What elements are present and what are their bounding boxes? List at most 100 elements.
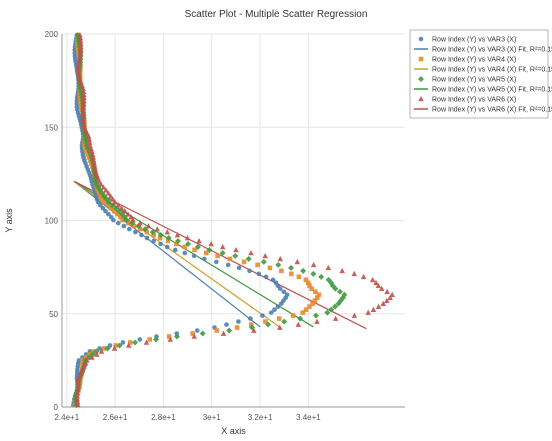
scatter-point: [262, 252, 268, 259]
scatter-point: [125, 220, 131, 226]
scatter-point: [95, 175, 101, 181]
scatter-point: [83, 127, 89, 133]
scatter-point: [175, 238, 181, 245]
scatter-point: [182, 244, 187, 250]
scatter-point: [194, 328, 200, 333]
scatter-point: [98, 193, 103, 199]
scatter-point: [75, 384, 82, 390]
scatter-point: [276, 316, 282, 321]
scatter-point: [208, 241, 214, 247]
scatter-point: [272, 307, 277, 312]
scatter-point: [339, 267, 345, 274]
scatter-point: [360, 273, 367, 280]
scatter-point: [351, 270, 358, 277]
scatter-point: [78, 47, 84, 53]
legend-entry-label: Row Index (Y) vs VAR6 (X): [432, 97, 516, 104]
scatter-point: [105, 202, 110, 208]
legend-entry-label: Row Index (Y) vs VAR4 (X) Fit, R²=0.15: [432, 67, 552, 74]
scatter-point: [310, 301, 315, 306]
y-axis-title: Y axis: [4, 208, 14, 233]
scatter-point: [312, 312, 319, 319]
scatter-point: [337, 297, 344, 304]
scatter-point: [387, 294, 393, 301]
scatter-point: [121, 214, 128, 221]
scatter-point: [107, 193, 114, 199]
scatter-point: [157, 232, 164, 239]
scatter-point: [151, 238, 156, 244]
scatter-point: [81, 94, 87, 101]
scatter-point: [76, 58, 82, 65]
scatter-point: [284, 292, 290, 298]
scatter-point: [115, 211, 120, 217]
scatter-point: [76, 41, 83, 48]
scatter-point: [248, 249, 254, 256]
scatter-point: [303, 307, 309, 312]
y-tick-label: 150: [45, 123, 59, 132]
scatter-point: [151, 232, 156, 238]
scatter-point: [260, 258, 267, 265]
scatter-point: [97, 187, 104, 194]
legend-entry-label: Row Index (Y) vs VAR3 (X) Fit, R²=0.15: [432, 47, 552, 54]
scatter-point: [88, 145, 94, 151]
scatter-point: [128, 214, 134, 220]
scatter-point: [236, 265, 242, 271]
scatter-point: [80, 100, 87, 107]
scatter-point: [373, 279, 379, 286]
scatter-point: [294, 258, 301, 265]
scatter-point: [251, 327, 257, 333]
scatter-point: [75, 387, 81, 393]
scatter-point: [74, 396, 81, 402]
scatter-point: [120, 340, 126, 345]
scatter-point: [101, 346, 107, 351]
scatter-point: [310, 270, 317, 277]
scatter-point: [91, 160, 97, 166]
scatter-point: [80, 103, 86, 110]
x-tick-label: 2.4e+1: [54, 413, 79, 422]
scatter-point: [81, 363, 87, 369]
scatter-point: [389, 291, 395, 298]
scatter-point: [370, 306, 377, 312]
scatter-point: [277, 324, 283, 330]
x-tick-label: 2.6e+1: [103, 413, 128, 422]
scatter-point: [80, 88, 87, 95]
scatter-point: [76, 56, 83, 62]
scatter-point: [92, 178, 99, 185]
scatter-point: [224, 322, 229, 327]
scatter-point: [296, 274, 302, 280]
scatter-point: [76, 372, 83, 378]
scatter-point: [75, 67, 81, 74]
y-tick-label: 0: [54, 403, 59, 412]
y-tick-label: 50: [49, 310, 58, 319]
y-tick-label: 100: [45, 217, 59, 226]
scatter-point: [219, 249, 226, 256]
scatter-point: [139, 232, 144, 238]
scatter-point: [77, 50, 84, 56]
scatter-point: [74, 399, 81, 405]
scatter-point: [351, 312, 358, 318]
scatter-point: [103, 196, 110, 203]
scatter-point: [336, 288, 343, 295]
scatter-point: [324, 309, 331, 316]
scatter-point: [97, 346, 102, 351]
scatter-point: [75, 70, 82, 77]
scatter-point: [84, 357, 90, 363]
scatter-point: [75, 375, 82, 381]
scatter-point: [75, 64, 81, 71]
scatter-point: [164, 229, 171, 235]
scatter-point: [101, 193, 108, 200]
scatter-point: [89, 151, 96, 157]
scatter-point: [125, 342, 132, 348]
scatter-point: [81, 97, 87, 104]
scatter-point: [118, 205, 125, 211]
scatter-point: [325, 264, 332, 271]
scatter-point: [267, 265, 273, 271]
scatter-point: [164, 244, 170, 250]
scatter-point: [89, 148, 95, 154]
scatter-point: [76, 73, 83, 80]
scatter-point: [192, 247, 197, 253]
scatter-point: [314, 318, 320, 324]
scatter-point: [279, 268, 284, 274]
scatter-point: [233, 246, 239, 253]
scatter-point: [236, 319, 241, 324]
scatter-point: [82, 360, 89, 366]
